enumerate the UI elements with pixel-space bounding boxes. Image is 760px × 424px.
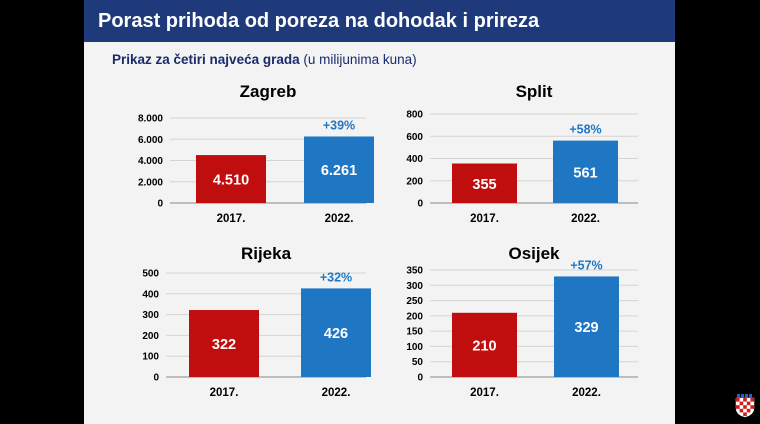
bar-2017 [452,163,517,203]
y-tick-label: 200 [406,176,423,187]
bar-value-label: 561 [573,165,597,181]
bar-value-label: 4.510 [213,173,249,189]
bar-2022 [304,136,374,203]
chart-title: Osijek [508,244,560,263]
y-tick-label: 400 [142,289,159,300]
chart-zagreb: Zagreb 0 2.000 4.000 6.000 8.000 4.510 2017. 6.2… [138,82,374,225]
y-tick-label: 200 [142,331,159,342]
chart-title: Zagreb [240,82,297,101]
y-tick-label: 300 [406,281,423,292]
x-tick-label: 2022. [572,387,601,399]
y-tick-label: 350 [406,266,423,277]
x-tick-label: 2022. [571,213,600,225]
bar-2017 [196,155,266,203]
bar-2017 [452,312,517,377]
y-tick-label: 500 [142,269,159,280]
y-tick-label: 100 [142,352,159,363]
y-tick-label: 0 [417,199,423,210]
growth-annotation: +58% [569,123,601,137]
y-tick-label: 0 [157,199,163,210]
y-tick-label: 600 [406,132,423,143]
chart-title: Rijeka [241,244,292,263]
subtitle-bold: Prikaz za četiri najveća grada [112,52,300,67]
y-tick-label: 0 [417,373,423,384]
x-tick-label: 2017. [470,213,499,225]
y-tick-label: 200 [406,311,423,322]
y-tick-label: 800 [406,110,423,121]
growth-annotation: +32% [320,270,352,284]
bar-value-label: 426 [324,326,348,342]
croatian-coat-of-arms-icon [735,394,755,418]
y-tick-label: 4.000 [138,156,163,167]
bar-value-label: 322 [212,337,236,353]
bar-value-label: 6.261 [321,163,357,179]
subtitle-unit: (u milijunima kuna) [299,52,417,67]
x-tick-label: 2017. [210,387,239,399]
slide: Porast prihoda od poreza na dohodak i pr… [84,0,675,424]
y-tick-label: 2.000 [138,177,163,188]
bar-value-label: 355 [472,177,496,193]
x-tick-label: 2022. [325,213,354,225]
chart-osijek: Osijek 0 50 100 150 200 250 300 350 210 2017. 329 20… [406,244,638,399]
y-tick-label: 300 [142,310,159,321]
y-tick-label: 250 [406,296,423,307]
slide-subtitle: Prikaz za četiri najveća grada (u miliju… [112,52,417,67]
chart-split: Split 0 200 400 600 800 355 2017. 561 2022. +58% [406,82,638,225]
chart-rijeka: Rijeka 0 100 200 300 400 500 322 2017. 426 2022. +3… [142,244,371,399]
bar-2022 [554,276,619,377]
bar-2017 [189,310,259,377]
bar-2022 [301,288,371,377]
y-tick-label: 400 [406,154,423,165]
y-tick-label: 8.000 [138,114,163,125]
y-tick-label: 150 [406,327,423,338]
growth-annotation: +39% [323,118,355,132]
x-tick-label: 2022. [322,387,351,399]
chart-title: Split [516,82,553,101]
y-tick-label: 6.000 [138,135,163,146]
bar-value-label: 210 [472,338,496,354]
x-tick-label: 2017. [470,387,499,399]
slide-title: Porast prihoda od poreza na dohodak i pr… [84,0,675,42]
y-tick-label: 100 [406,342,423,353]
x-tick-label: 2017. [217,213,246,225]
bar-2022 [553,140,618,203]
bar-value-label: 329 [574,320,598,336]
y-tick-label: 50 [412,357,424,368]
growth-annotation: +57% [570,258,602,272]
y-tick-label: 0 [153,373,159,384]
